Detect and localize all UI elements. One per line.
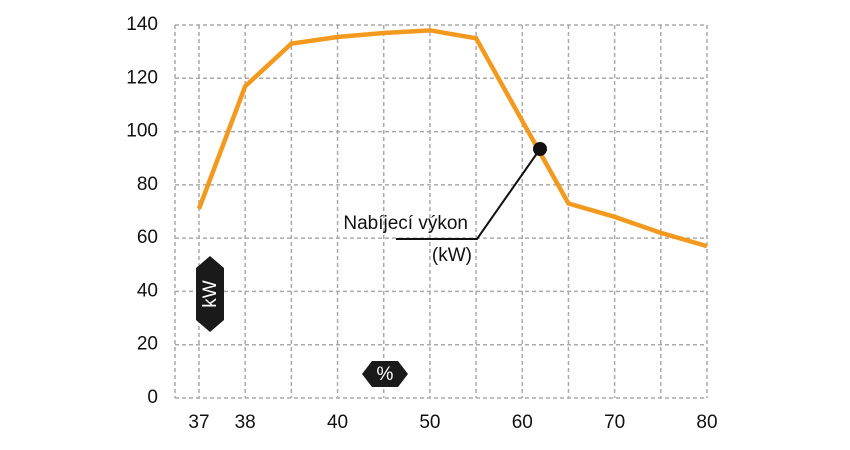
y-axis-badge [196,256,224,332]
x-axis-badge [362,361,408,387]
x-tick-label: 70 [604,412,625,433]
y-tick-label: 40 [137,280,158,301]
y-axis-label: kW [200,280,221,308]
highlight-point [533,142,547,156]
x-tick-label: 80 [696,412,717,433]
data-line [196,28,708,249]
y-tick-label: 120 [126,67,158,88]
annotation: (kW) [432,245,472,266]
y-tick-label: 80 [137,174,158,195]
annotation: Nabíjecí výkon [343,213,468,234]
x-tick-label: 38 [235,412,256,433]
leader-line [396,148,541,240]
y-tick-label: 60 [137,227,158,248]
y-tick-label: 0 [147,387,158,408]
x-axis-label: % [377,364,394,385]
y-tick-label: 100 [126,121,158,142]
y-tick-label: 20 [137,334,158,355]
y-tick-label: 140 [126,14,158,35]
x-tick-label: 60 [512,412,533,433]
x-tick-label: 40 [327,412,348,433]
x-tick-label: 37 [188,412,209,433]
x-tick-label: 50 [419,412,440,433]
